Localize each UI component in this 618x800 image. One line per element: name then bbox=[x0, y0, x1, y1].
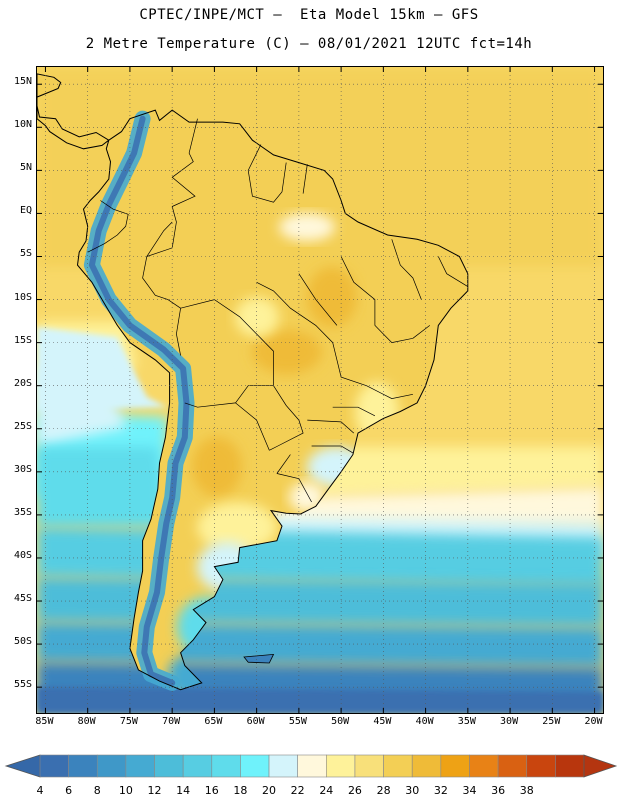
colorbar-swatch bbox=[326, 754, 356, 778]
latitude-label: 40S bbox=[13, 549, 32, 561]
colorbar-swatch bbox=[125, 754, 155, 778]
colorbar-swatch bbox=[440, 754, 470, 778]
political-border bbox=[437, 256, 468, 287]
longitude-label: 75W bbox=[119, 716, 138, 727]
longitude-label: 20W bbox=[584, 716, 603, 727]
political-border bbox=[366, 385, 413, 399]
longitude-label: 40W bbox=[415, 716, 434, 727]
political-border bbox=[391, 239, 422, 300]
colorbar-swatch bbox=[68, 754, 98, 778]
colorbar-swatch bbox=[526, 754, 556, 778]
political-border bbox=[269, 385, 304, 451]
political-border bbox=[298, 273, 338, 326]
falkland-islands bbox=[243, 653, 275, 664]
political-border bbox=[311, 445, 354, 454]
latitude-label: 50S bbox=[13, 636, 32, 648]
colorbar-swatch bbox=[96, 754, 127, 778]
latitude-label: 25S bbox=[13, 420, 32, 432]
longitude-label: 65W bbox=[204, 716, 223, 727]
colorbar-level-label: 24 bbox=[319, 784, 334, 797]
latitude-label: 10N bbox=[13, 119, 32, 131]
colorbar-swatch bbox=[354, 754, 384, 778]
political-border bbox=[176, 308, 181, 356]
latitude-label: 35S bbox=[13, 506, 32, 518]
political-border bbox=[235, 402, 270, 451]
colorbar-swatch bbox=[182, 754, 213, 778]
colorbar-level-label: 34 bbox=[462, 784, 477, 797]
latitude-label: 45S bbox=[13, 593, 32, 605]
latitude-label: 10S bbox=[13, 291, 32, 303]
latitude-label: 30S bbox=[13, 463, 32, 475]
colorbar-level-label: 8 bbox=[93, 784, 101, 797]
colorbar-swatch bbox=[297, 754, 327, 778]
longitude-label: 35W bbox=[457, 716, 476, 727]
longitude-label: 30W bbox=[500, 716, 519, 727]
colorbar-level-label: 18 bbox=[233, 784, 248, 797]
colorbar-level-label: 14 bbox=[176, 784, 191, 797]
political-border bbox=[340, 256, 413, 343]
longitude-label: 60W bbox=[246, 716, 265, 727]
colorbar-swatch bbox=[497, 754, 528, 778]
colorbar-under-arrow bbox=[4, 754, 41, 778]
colorbar-level-label: 20 bbox=[262, 784, 277, 797]
colorbar-over-arrow bbox=[583, 754, 618, 778]
colorbar-level-label: 12 bbox=[147, 784, 162, 797]
colorbar-swatch bbox=[268, 754, 298, 778]
political-border bbox=[87, 200, 129, 253]
longitude-label: 80W bbox=[77, 716, 96, 727]
latitude-label: 15S bbox=[13, 334, 32, 346]
colorbar-swatch bbox=[240, 754, 270, 778]
temperature-map bbox=[37, 67, 603, 713]
colorbar-level-label: 30 bbox=[405, 784, 420, 797]
colorbar bbox=[4, 754, 618, 778]
longitude-label: 70W bbox=[162, 716, 181, 727]
colorbar-level-label: 38 bbox=[519, 784, 534, 797]
colorbar-swatch bbox=[411, 754, 442, 778]
latitude-label: 55S bbox=[13, 679, 32, 691]
political-border bbox=[256, 281, 367, 387]
colorbar-level-label: 10 bbox=[118, 784, 133, 797]
colorbar-level-label: 22 bbox=[290, 784, 305, 797]
political-border bbox=[276, 454, 291, 474]
latitude-label: 20S bbox=[13, 377, 32, 389]
map-title: CPTEC/INPE/MCT – Eta Model 15km – GFS bbox=[139, 7, 479, 23]
latitude-label: EQ bbox=[19, 205, 32, 217]
latitude-label: 5S bbox=[19, 248, 32, 260]
colorbar-swatch bbox=[154, 754, 184, 778]
longitude-label: 50W bbox=[331, 716, 350, 727]
colorbar-level-label: 36 bbox=[491, 784, 506, 797]
political-border bbox=[302, 164, 308, 194]
political-border bbox=[247, 144, 287, 203]
longitude-label: 45W bbox=[373, 716, 392, 727]
colorbar-swatch bbox=[211, 754, 241, 778]
political-border bbox=[142, 118, 198, 309]
map-subtitle: 2 Metre Temperature (C) – 08/01/2021 12U… bbox=[85, 36, 533, 52]
political-border bbox=[307, 419, 355, 434]
political-border bbox=[412, 325, 431, 339]
latitude-label: 15N bbox=[13, 76, 32, 88]
graticule bbox=[37, 67, 603, 713]
colorbar-level-label: 16 bbox=[204, 784, 219, 797]
longitude-label: 85W bbox=[35, 716, 54, 727]
longitude-label: 25W bbox=[542, 716, 561, 727]
colorbar-level-label: 6 bbox=[65, 784, 73, 797]
colorbar-level-label: 32 bbox=[433, 784, 448, 797]
colorbar-swatch bbox=[39, 754, 69, 778]
political-border bbox=[276, 473, 312, 503]
political-border bbox=[146, 221, 173, 257]
map-frame bbox=[36, 66, 604, 714]
longitude-label: 55W bbox=[288, 716, 307, 727]
colorbar-level-label: 28 bbox=[376, 784, 391, 797]
colorbar-swatch bbox=[469, 754, 499, 778]
political-border bbox=[184, 402, 236, 408]
colorbar-level-label: 4 bbox=[36, 784, 44, 797]
colorbar-level-label: 26 bbox=[347, 784, 362, 797]
colorbar-swatch bbox=[383, 754, 413, 778]
colorbar-swatch bbox=[555, 754, 585, 778]
latitude-label: 5N bbox=[19, 162, 32, 174]
